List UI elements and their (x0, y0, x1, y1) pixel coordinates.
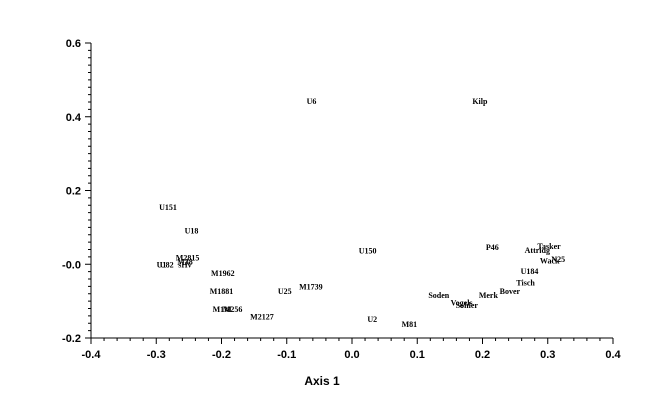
point-label: Tasker (537, 242, 561, 251)
point-label: Wack (540, 257, 560, 266)
point-label: U82 (160, 261, 174, 270)
x-tick-label: -0.1 (277, 349, 296, 361)
point-label: M1881 (210, 287, 234, 296)
point-label: U151 (159, 203, 177, 212)
x-tick-label: 0.3 (540, 349, 555, 361)
point-label: Sohler (456, 301, 479, 310)
y-tick-label: -0.2 (62, 333, 81, 345)
x-axis-title: Axis 1 (304, 374, 340, 388)
point-label: M2127 (250, 313, 274, 322)
point-label: U1 (157, 261, 167, 270)
point-label: sHv (178, 261, 191, 270)
point-label: Kilp (472, 97, 488, 106)
point-label: U2 (367, 315, 377, 324)
point-label: M256 (223, 305, 243, 314)
point-label: Merk (479, 291, 499, 300)
y-tick-label: 0.2 (66, 186, 81, 198)
point-label: M1M (213, 305, 233, 314)
point-label: Vogels (451, 299, 473, 308)
x-tick-label: -0.3 (147, 349, 166, 361)
point-label: M1962 (211, 269, 235, 278)
point-label: Bover (500, 287, 521, 296)
x-tick-label: 0.2 (475, 349, 490, 361)
point-label: M81 (402, 320, 418, 329)
y-tick-label: 0.6 (66, 38, 81, 50)
x-tick-label: 0.0 (344, 349, 359, 361)
point-label: M38 (177, 258, 193, 267)
axes (85, 42, 614, 344)
point-label: U6 (307, 97, 317, 106)
x-tick-label: 0.4 (605, 349, 621, 361)
point-label: M1739 (299, 283, 323, 292)
point-label: Tisch (516, 279, 535, 288)
x-tick-label: -0.4 (82, 349, 102, 361)
x-tick-label: 0.1 (410, 349, 425, 361)
tick-labels: -0.4 -0.3 -0.2 -0.1 0.0 0.1 0.2 0.3 0.4 -0.2 -0.0 0… (62, 38, 621, 361)
y-tick-label: -0.0 (62, 259, 81, 271)
point-label: U25 (278, 287, 292, 296)
point-label: U184 (521, 267, 539, 276)
point-label: N25 (551, 255, 565, 264)
point-label: Soden (428, 291, 449, 300)
point-label: U18 (185, 226, 199, 235)
x-tick-label: -0.2 (212, 349, 231, 361)
point-label: U150 (359, 247, 377, 256)
point-label: M2815 (176, 254, 200, 263)
point-label: P46 (486, 243, 499, 252)
point-label: Attridg (525, 246, 550, 255)
y-tick-label: 0.4 (66, 112, 82, 124)
